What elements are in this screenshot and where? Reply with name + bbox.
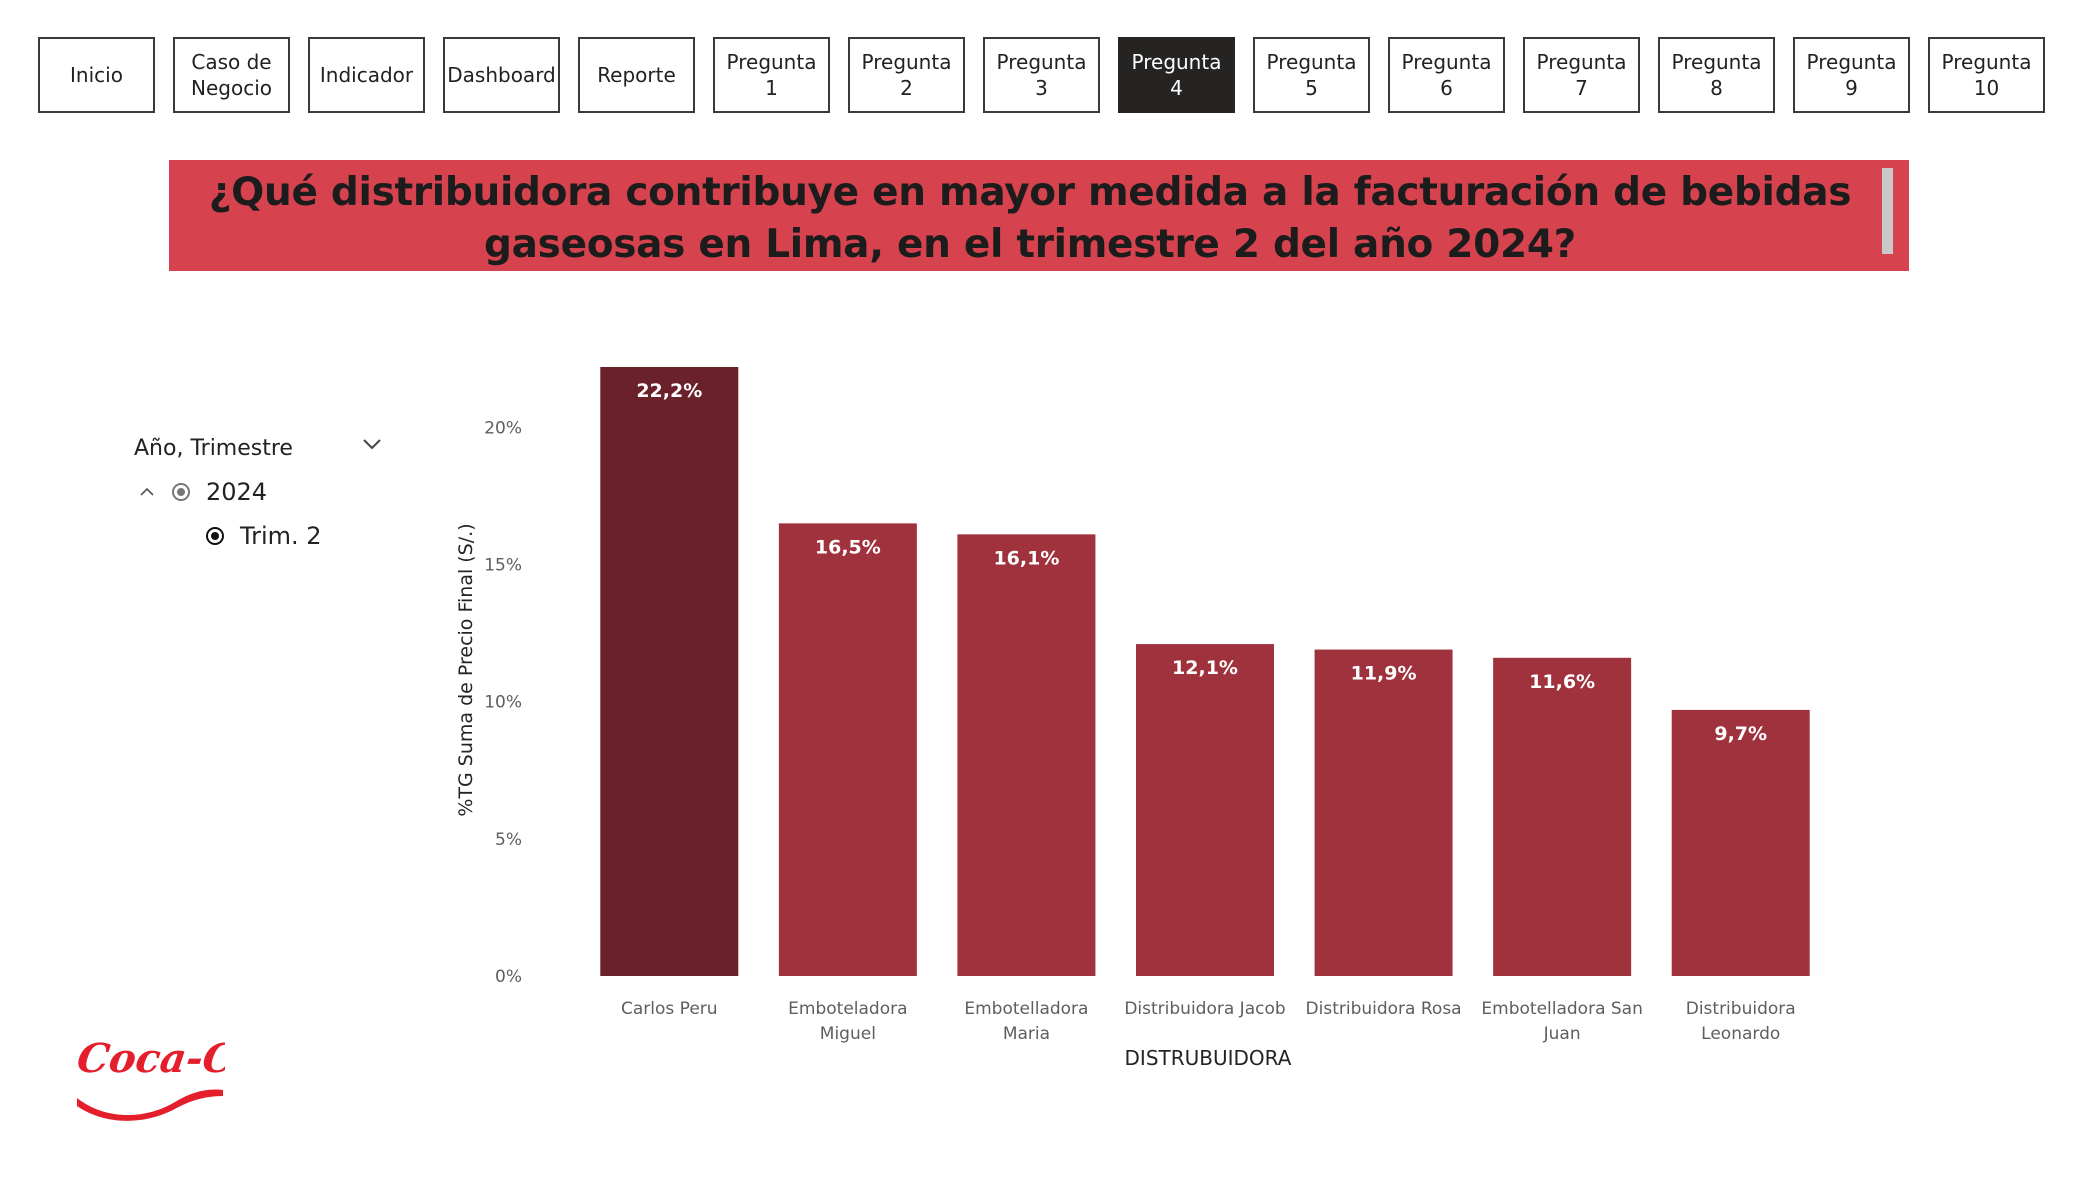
nav-button-7[interactable]: Pregunta 2	[848, 37, 965, 113]
nav-button-11[interactable]: Pregunta 6	[1388, 37, 1505, 113]
x-tick-label: Distribuidora Jacob	[1124, 999, 1285, 1019]
y-tick-label: 10%	[484, 693, 522, 713]
nav-button-9[interactable]: Pregunta 4	[1118, 37, 1235, 113]
logo-wordmark: Coca-Cola	[75, 1035, 225, 1082]
nav-button-5[interactable]: Reporte	[578, 37, 695, 113]
nav-button-10[interactable]: Pregunta 5	[1253, 37, 1370, 113]
y-tick-label: 15%	[484, 556, 522, 576]
nav-button-3[interactable]: Indicador	[308, 37, 425, 113]
slicer-item-year[interactable]: 2024	[138, 478, 267, 506]
chevron-down-icon[interactable]	[358, 430, 386, 458]
y-tick-label: 20%	[484, 418, 522, 438]
x-tick-label: Embotelladora	[964, 999, 1088, 1019]
collapse-caret-icon[interactable]	[138, 483, 156, 501]
year-radio[interactable]	[172, 483, 190, 501]
quarter-radio[interactable]	[206, 527, 224, 545]
question-banner: ¿Qué distribuidora contribuye en mayor m…	[169, 160, 1909, 271]
nav-button-8[interactable]: Pregunta 3	[983, 37, 1100, 113]
page-navigation: Inicio Caso de Negocio Indicador Dashboard R…	[0, 0, 2075, 120]
bar-5[interactable]	[1314, 649, 1453, 976]
nav-button-13[interactable]: Pregunta 8	[1658, 37, 1775, 113]
logo-swoosh	[77, 1089, 223, 1121]
bar-2[interactable]	[778, 523, 917, 976]
x-tick-label: Embotelladora San	[1481, 999, 1642, 1019]
bar-7[interactable]	[1671, 709, 1810, 976]
y-axis-label: %TG Suma de Precio Final (S/.)	[455, 523, 477, 816]
y-tick-label: 5%	[495, 830, 522, 850]
x-tick-label: Distribuidora	[1686, 999, 1796, 1019]
x-tick-label: Leonardo	[1701, 1024, 1780, 1044]
slicer-header: Año, Trimestre	[134, 436, 293, 461]
x-tick-label: Juan	[1543, 1024, 1581, 1044]
x-tick-label: Distribuidora Rosa	[1306, 999, 1462, 1019]
slicer-item-quarter[interactable]: Trim. 2	[206, 522, 322, 550]
nav-button-12[interactable]: Pregunta 7	[1523, 37, 1640, 113]
nav-button-2[interactable]: Caso de Negocio	[173, 37, 290, 113]
nav-button-15[interactable]: Pregunta 10	[1928, 37, 2045, 113]
x-axis-label: DISTRUBUIDORA	[1125, 1046, 1292, 1070]
y-tick-label: 0%	[495, 967, 522, 987]
nav-button-1[interactable]: Inicio	[38, 37, 155, 113]
bar-4[interactable]	[1136, 644, 1274, 976]
x-tick-label: Maria	[1003, 1024, 1050, 1044]
year-quarter-slicer: Año, Trimestre 2024 Trim. 2	[130, 430, 390, 560]
nav-button-14[interactable]: Pregunta 9	[1793, 37, 1910, 113]
x-tick-label: Miguel	[820, 1024, 876, 1044]
question-title: ¿Qué distribuidora contribuye en mayor m…	[208, 170, 1852, 267]
year-label: 2024	[206, 478, 268, 506]
bar-1[interactable]	[600, 367, 739, 976]
x-tick-label: Emboteladora	[788, 999, 907, 1019]
bar-6[interactable]	[1493, 657, 1632, 976]
bar-3[interactable]	[957, 534, 1096, 976]
nav-button-4[interactable]: Dashboard	[443, 37, 560, 113]
coca-cola-logo: Coca-Cola	[75, 1035, 225, 1121]
nav-button-6[interactable]: Pregunta 1	[713, 37, 830, 113]
quarter-label: Trim. 2	[240, 522, 322, 550]
x-tick-label: Carlos Peru	[621, 999, 718, 1019]
title-scrollbar[interactable]	[1882, 168, 1893, 254]
